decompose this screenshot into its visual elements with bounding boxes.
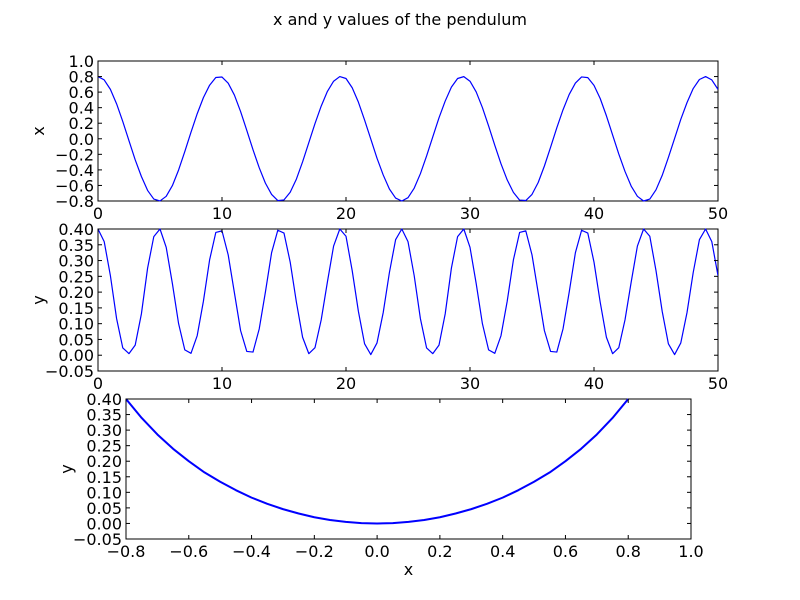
y-tick-label: 0.30 — [86, 421, 122, 440]
x-tick-label: 1.0 — [678, 542, 703, 561]
x-tick-label: 30 — [460, 374, 480, 393]
y-tick-label: 0.20 — [86, 452, 122, 471]
y-tick-label: −0.8 — [55, 192, 94, 211]
x-tick-label: 50 — [708, 374, 728, 393]
x-tick-label: 0 — [93, 204, 103, 223]
y-tick-label: 0.40 — [86, 390, 122, 409]
x-axis-label: x — [404, 560, 413, 579]
y-tick-label: −0.05 — [73, 530, 122, 549]
y-tick-label: 0.0 — [69, 130, 94, 149]
series-line — [98, 75, 718, 202]
figure-title: x and y values of the pendulum — [273, 10, 527, 29]
y-tick-label: 0.20 — [58, 283, 94, 302]
x-tick-label: −0.6 — [169, 542, 208, 561]
y-tick-label: 0.05 — [86, 499, 122, 518]
x-tick-label: 30 — [460, 204, 480, 223]
y-tick-label: −0.2 — [55, 145, 94, 164]
series-line — [98, 228, 718, 356]
x-tick-label: 0.6 — [553, 542, 578, 561]
y-tick-label: −0.4 — [55, 161, 94, 180]
y-tick-label: 1.0 — [69, 52, 94, 71]
y-tick-label: 0.4 — [69, 99, 94, 118]
y-tick-label: 0.6 — [69, 83, 94, 102]
axes-frame — [125, 398, 692, 540]
x-tick-label: 10 — [212, 374, 232, 393]
y-axis-label: x — [29, 126, 48, 135]
x-tick-label: 40 — [584, 374, 604, 393]
x-tick-label: 20 — [336, 374, 356, 393]
x-tick-label: 0.8 — [615, 542, 640, 561]
y-tick-label: 0.05 — [58, 330, 94, 349]
y-tick-label: 0.40 — [58, 220, 94, 239]
y-tick-label: 0.10 — [58, 315, 94, 334]
x-tick-label: 20 — [336, 204, 356, 223]
series-line — [126, 398, 629, 525]
x-tick-label: −0.4 — [232, 542, 271, 561]
x-tick-label: 0.0 — [364, 542, 389, 561]
y-tick-label: 0.25 — [58, 267, 94, 286]
y-tick-label: 0.35 — [58, 236, 94, 255]
x-tick-label: 0.2 — [427, 542, 452, 561]
y-tick-label: 0.00 — [58, 346, 94, 365]
y-tick-label: 0.2 — [69, 114, 94, 133]
y-axis-label: y — [29, 295, 48, 304]
y-tick-label: 0.00 — [86, 514, 122, 533]
x-tick-label: 0.4 — [490, 542, 515, 561]
y-tick-label: 0.35 — [86, 406, 122, 425]
x-tick-label: 50 — [708, 204, 728, 223]
y-tick-label: 0.30 — [58, 252, 94, 271]
x-tick-label: 40 — [584, 204, 604, 223]
x-tick-label: 10 — [212, 204, 232, 223]
y-tick-label: −0.05 — [45, 362, 94, 381]
y-tick-label: 0.15 — [86, 468, 122, 487]
y-tick-label: 0.10 — [86, 483, 122, 502]
y-tick-label: −0.6 — [55, 176, 94, 195]
axes-frame — [97, 60, 719, 202]
x-tick-label: 0 — [93, 374, 103, 393]
x-tick-label: −0.2 — [295, 542, 334, 561]
axes-frame — [97, 228, 719, 372]
y-tick-label: 0.8 — [69, 68, 94, 87]
y-tick-label: 0.15 — [58, 299, 94, 318]
y-tick-label: 0.25 — [86, 437, 122, 456]
x-tick-label: −0.8 — [107, 542, 146, 561]
y-axis-label: y — [57, 464, 76, 473]
